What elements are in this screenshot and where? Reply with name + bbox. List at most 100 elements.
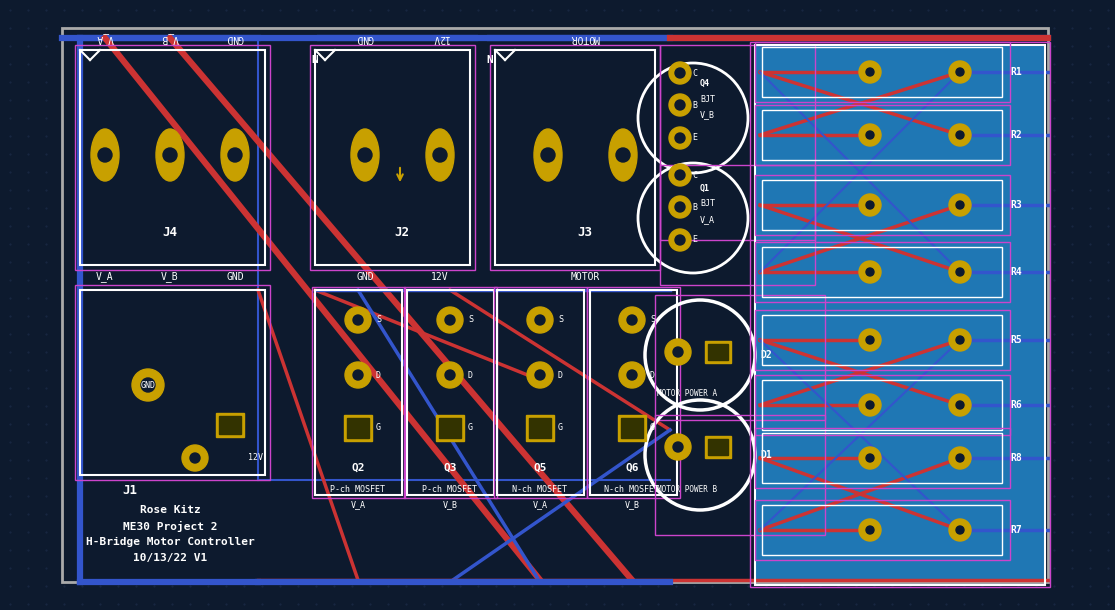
- Circle shape: [949, 124, 971, 146]
- Text: Rose Kitz: Rose Kitz: [139, 505, 201, 515]
- Circle shape: [866, 454, 874, 462]
- Circle shape: [859, 329, 881, 351]
- Text: G: G: [468, 423, 473, 432]
- Text: J3: J3: [578, 226, 592, 239]
- Bar: [590, 290, 677, 495]
- Circle shape: [535, 315, 545, 325]
- Circle shape: [665, 339, 691, 365]
- Circle shape: [956, 526, 964, 534]
- Bar: [762, 247, 1002, 297]
- Text: D: D: [650, 370, 655, 379]
- Bar: [62, 28, 1048, 582]
- Circle shape: [675, 100, 685, 110]
- Text: MOTOR POWER B: MOTOR POWER B: [657, 486, 717, 495]
- Circle shape: [675, 68, 685, 78]
- Bar: [655, 295, 825, 420]
- Text: J2: J2: [395, 226, 409, 239]
- Text: MOTOR: MOTOR: [570, 33, 600, 43]
- Bar: [621, 418, 643, 438]
- Bar: [586, 287, 680, 498]
- Circle shape: [675, 202, 685, 212]
- Bar: [660, 165, 815, 285]
- Circle shape: [669, 127, 691, 149]
- Bar: [404, 287, 497, 498]
- Text: V_B: V_B: [162, 271, 178, 282]
- Bar: [310, 45, 475, 270]
- Text: V_A: V_A: [533, 500, 547, 509]
- Text: Q1: Q1: [700, 184, 710, 193]
- Circle shape: [956, 268, 964, 276]
- Bar: [755, 310, 1010, 370]
- Text: C: C: [692, 171, 697, 179]
- Bar: [755, 428, 1010, 488]
- Bar: [80, 290, 265, 475]
- Text: N: N: [486, 55, 493, 65]
- Bar: [762, 433, 1002, 483]
- Bar: [750, 42, 1050, 587]
- Circle shape: [949, 261, 971, 283]
- Text: N-ch MOSFET: N-ch MOSFET: [604, 486, 659, 495]
- Text: S: S: [558, 315, 563, 325]
- Bar: [526, 415, 554, 441]
- Circle shape: [358, 148, 372, 162]
- Text: J1: J1: [123, 484, 137, 497]
- Text: B: B: [692, 203, 697, 212]
- Circle shape: [673, 347, 683, 357]
- Bar: [705, 341, 731, 363]
- Circle shape: [98, 148, 112, 162]
- Circle shape: [675, 170, 685, 180]
- Bar: [762, 315, 1002, 365]
- Bar: [762, 380, 1002, 430]
- Text: Q6: Q6: [626, 463, 639, 473]
- Circle shape: [859, 519, 881, 541]
- Bar: [494, 287, 586, 498]
- Circle shape: [949, 394, 971, 416]
- Text: MOTOR POWER A: MOTOR POWER A: [657, 389, 717, 398]
- Ellipse shape: [351, 129, 379, 181]
- Circle shape: [859, 394, 881, 416]
- Bar: [755, 375, 1010, 435]
- Bar: [660, 45, 815, 240]
- Circle shape: [345, 362, 371, 388]
- Bar: [529, 418, 551, 438]
- Bar: [312, 287, 405, 498]
- Circle shape: [956, 201, 964, 209]
- Circle shape: [866, 68, 874, 76]
- Circle shape: [949, 194, 971, 216]
- Bar: [755, 42, 1010, 102]
- Circle shape: [345, 307, 371, 333]
- Circle shape: [956, 68, 964, 76]
- Ellipse shape: [156, 129, 184, 181]
- Text: V_A: V_A: [700, 215, 715, 224]
- Text: BJT: BJT: [700, 199, 715, 209]
- Circle shape: [627, 370, 637, 380]
- Bar: [219, 416, 241, 434]
- Text: P-ch MOSFET: P-ch MOSFET: [330, 486, 386, 495]
- Bar: [436, 415, 464, 441]
- Circle shape: [669, 164, 691, 186]
- Text: S: S: [650, 315, 655, 325]
- Text: ME30 Project 2: ME30 Project 2: [123, 520, 217, 531]
- Circle shape: [949, 519, 971, 541]
- Text: D: D: [558, 370, 563, 379]
- Circle shape: [541, 148, 555, 162]
- Text: R6: R6: [1010, 400, 1021, 410]
- Text: P-ch MOSFET: P-ch MOSFET: [423, 486, 477, 495]
- Circle shape: [956, 131, 964, 139]
- Circle shape: [527, 307, 553, 333]
- Ellipse shape: [221, 129, 249, 181]
- Circle shape: [949, 447, 971, 469]
- Text: R5: R5: [1010, 335, 1021, 345]
- Text: N-ch MOSFET: N-ch MOSFET: [513, 486, 568, 495]
- Circle shape: [956, 336, 964, 344]
- Circle shape: [619, 307, 644, 333]
- Circle shape: [619, 362, 644, 388]
- Text: D: D: [376, 370, 381, 379]
- Text: C: C: [692, 68, 697, 77]
- Circle shape: [859, 447, 881, 469]
- Text: R2: R2: [1010, 130, 1021, 140]
- Circle shape: [163, 148, 177, 162]
- Bar: [75, 45, 270, 270]
- Circle shape: [866, 268, 874, 276]
- Text: D2: D2: [760, 350, 772, 360]
